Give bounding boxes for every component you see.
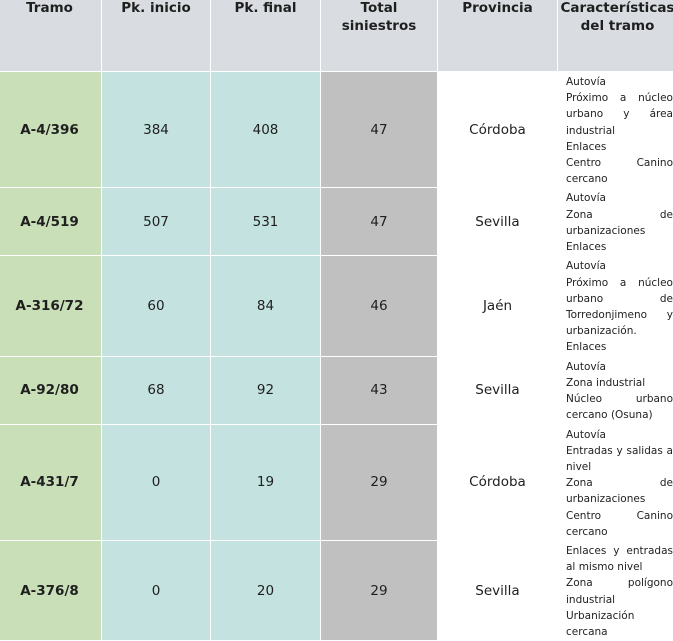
car-line: Autovía (566, 359, 673, 375)
cell-tramo: A-4/396 (0, 72, 102, 188)
cell-tramo: A-316/72 (0, 256, 102, 356)
cell-total: 29 (321, 541, 438, 641)
cell-total: 29 (321, 424, 438, 540)
cell-caracteristicas: Autovía Entradas y salidas a nivel Zona … (558, 424, 673, 540)
cell-tramo: A-376/8 (0, 541, 102, 641)
cell-pk-final: 92 (211, 356, 321, 424)
header-tramo: Tramo (0, 0, 102, 72)
table-row: A-4/396 384 408 47 Córdoba Autovía Próxi… (0, 72, 673, 188)
car-line: Próximo a núcleo urbano y área industria… (566, 90, 673, 139)
car-line: Autovía (566, 190, 673, 206)
table-row: A-376/8 0 20 29 Sevilla Enlaces y entrad… (0, 541, 673, 641)
cell-caracteristicas: Autovía Zona industrial Núcleo urbano ce… (558, 356, 673, 424)
car-line: Centro Canino cercano (566, 508, 673, 540)
car-line: Zona de urbanizaciones (566, 475, 673, 507)
car-line: Urbanización cercana (566, 608, 673, 640)
car-line: Núcleo urbano cercano (Osuna) (566, 391, 673, 423)
header-pk-final: Pk. final (211, 0, 321, 72)
car-line: Enlaces (566, 339, 673, 355)
cell-caracteristicas: Autovía Zona de urbanizaciones Enlaces (558, 188, 673, 256)
cell-pk-final: 408 (211, 72, 321, 188)
cell-total: 43 (321, 356, 438, 424)
car-line: Zona industrial (566, 375, 673, 391)
cell-total: 47 (321, 188, 438, 256)
cell-caracteristicas: Autovía Próximo a núcleo urbano de Torre… (558, 256, 673, 356)
car-line: Enlaces (566, 139, 673, 155)
cell-caracteristicas: Autovía Próximo a núcleo urbano y área i… (558, 72, 673, 188)
cell-tramo: A-92/80 (0, 356, 102, 424)
header-provincia: Provincia (438, 0, 558, 72)
cell-total: 47 (321, 72, 438, 188)
car-line: Autovía (566, 427, 673, 443)
car-line: Autovía (566, 258, 673, 274)
cell-pk-inicio: 68 (102, 356, 211, 424)
cell-pk-final: 84 (211, 256, 321, 356)
cell-caracteristicas: Enlaces y entradas al mismo nivel Zona p… (558, 541, 673, 641)
cell-provincia: Sevilla (438, 188, 558, 256)
table-row: A-431/7 0 19 29 Córdoba Autovía Entradas… (0, 424, 673, 540)
cell-provincia: Córdoba (438, 72, 558, 188)
cell-provincia: Córdoba (438, 424, 558, 540)
cell-pk-final: 20 (211, 541, 321, 641)
cell-provincia: Sevilla (438, 356, 558, 424)
table-row: A-4/519 507 531 47 Sevilla Autovía Zona … (0, 188, 673, 256)
table-row: A-316/72 60 84 46 Jaén Autovía Próximo a… (0, 256, 673, 356)
cell-pk-inicio: 60 (102, 256, 211, 356)
cell-tramo: A-4/519 (0, 188, 102, 256)
car-line: Entradas y salidas a nivel (566, 443, 673, 475)
car-line: Zona polígono industrial (566, 575, 673, 607)
cell-pk-inicio: 384 (102, 72, 211, 188)
cell-pk-inicio: 507 (102, 188, 211, 256)
header-pk-inicio: Pk. inicio (102, 0, 211, 72)
cell-provincia: Jaén (438, 256, 558, 356)
car-line: Autovía (566, 74, 673, 90)
car-line: Enlaces y entradas al mismo nivel (566, 543, 673, 575)
table-row: A-92/80 68 92 43 Sevilla Autovía Zona in… (0, 356, 673, 424)
car-line: Zona de urbanizaciones (566, 207, 673, 239)
cell-pk-inicio: 0 (102, 541, 211, 641)
cell-pk-final: 19 (211, 424, 321, 540)
car-line: Próximo a núcleo urbano de Torredonjimen… (566, 275, 673, 340)
cell-pk-inicio: 0 (102, 424, 211, 540)
car-line: Centro Canino cercano (566, 155, 673, 187)
cell-total: 46 (321, 256, 438, 356)
cell-provincia: Sevilla (438, 541, 558, 641)
car-line: Enlaces (566, 239, 673, 255)
cell-tramo: A-431/7 (0, 424, 102, 540)
cell-pk-final: 531 (211, 188, 321, 256)
